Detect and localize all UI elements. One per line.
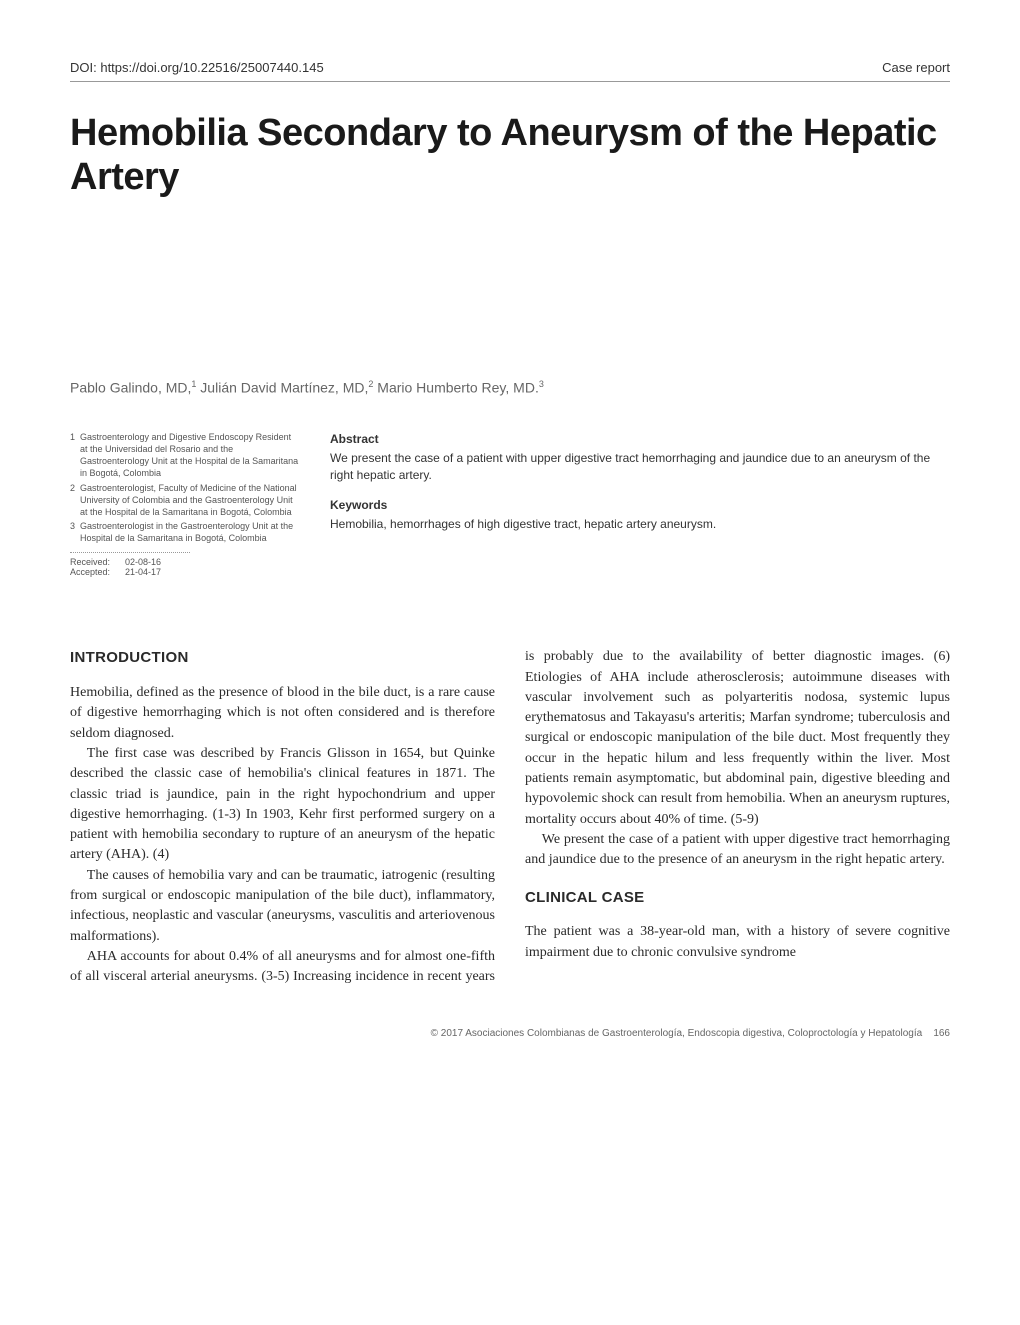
article-category: Case report xyxy=(882,60,950,75)
dates-block: Received: 02-08-16 Accepted: 21-04-17 xyxy=(70,552,190,577)
doi-text: DOI: https://doi.org/10.22516/25007440.1… xyxy=(70,60,324,75)
affiliation-text: Gastroenterologist, Faculty of Medicine … xyxy=(80,482,300,518)
abstract-heading: Abstract xyxy=(330,431,950,448)
page-header: DOI: https://doi.org/10.22516/25007440.1… xyxy=(70,60,950,82)
body-paragraph: The first case was described by Francis … xyxy=(70,744,495,866)
affiliation-item: 1Gastroenterology and Digestive Endoscop… xyxy=(70,431,300,480)
page-number: 166 xyxy=(933,1028,950,1039)
accepted-value: 21-04-17 xyxy=(125,567,161,577)
clinical-case-paragraphs: The patient was a 38-year-old man, with … xyxy=(525,922,950,963)
affiliations-column: 1Gastroenterology and Digestive Endoscop… xyxy=(70,431,300,577)
page-footer: © 2017 Asociaciones Colombianas de Gastr… xyxy=(70,1028,950,1039)
body-paragraph: We present the case of a patient with up… xyxy=(525,830,950,871)
abstract-column: Abstract We present the case of a patien… xyxy=(330,431,950,547)
affiliation-number: 3 xyxy=(70,520,80,544)
copyright-text: © 2017 Asociaciones Colombianas de Gastr… xyxy=(431,1028,923,1039)
body-paragraph: Hemobilia, defined as the presence of bl… xyxy=(70,683,495,744)
meta-row: 1Gastroenterology and Digestive Endoscop… xyxy=(70,431,950,577)
accepted-label: Accepted: xyxy=(70,567,125,577)
keywords-text: Hemobilia, hemorrhages of high digestive… xyxy=(330,516,950,533)
affiliation-text: Gastroenterology and Digestive Endoscopy… xyxy=(80,431,300,480)
article-title: Hemobilia Secondary to Aneurysm of the H… xyxy=(70,112,950,199)
affiliation-item: 2Gastroenterologist, Faculty of Medicine… xyxy=(70,482,300,518)
introduction-heading: INTRODUCTION xyxy=(70,647,495,669)
body-columns: INTRODUCTION Hemobilia, defined as the p… xyxy=(70,647,950,987)
keywords-heading: Keywords xyxy=(330,497,950,514)
affiliations-list: 1Gastroenterology and Digestive Endoscop… xyxy=(70,431,300,544)
abstract-text: We present the case of a patient with up… xyxy=(330,450,950,484)
authors-line: Pablo Galindo, MD,1 Julián David Martíne… xyxy=(70,379,950,396)
received-value: 02-08-16 xyxy=(125,557,161,567)
affiliation-text: Gastroenterologist in the Gastroenterolo… xyxy=(80,520,300,544)
affiliation-number: 2 xyxy=(70,482,80,518)
received-label: Received: xyxy=(70,557,125,567)
affiliation-number: 1 xyxy=(70,431,80,480)
affiliation-item: 3Gastroenterologist in the Gastroenterol… xyxy=(70,520,300,544)
body-paragraph: The patient was a 38-year-old man, with … xyxy=(525,922,950,963)
body-paragraph: The causes of hemobilia vary and can be … xyxy=(70,866,495,947)
clinical-case-heading: CLINICAL CASE xyxy=(525,887,950,909)
